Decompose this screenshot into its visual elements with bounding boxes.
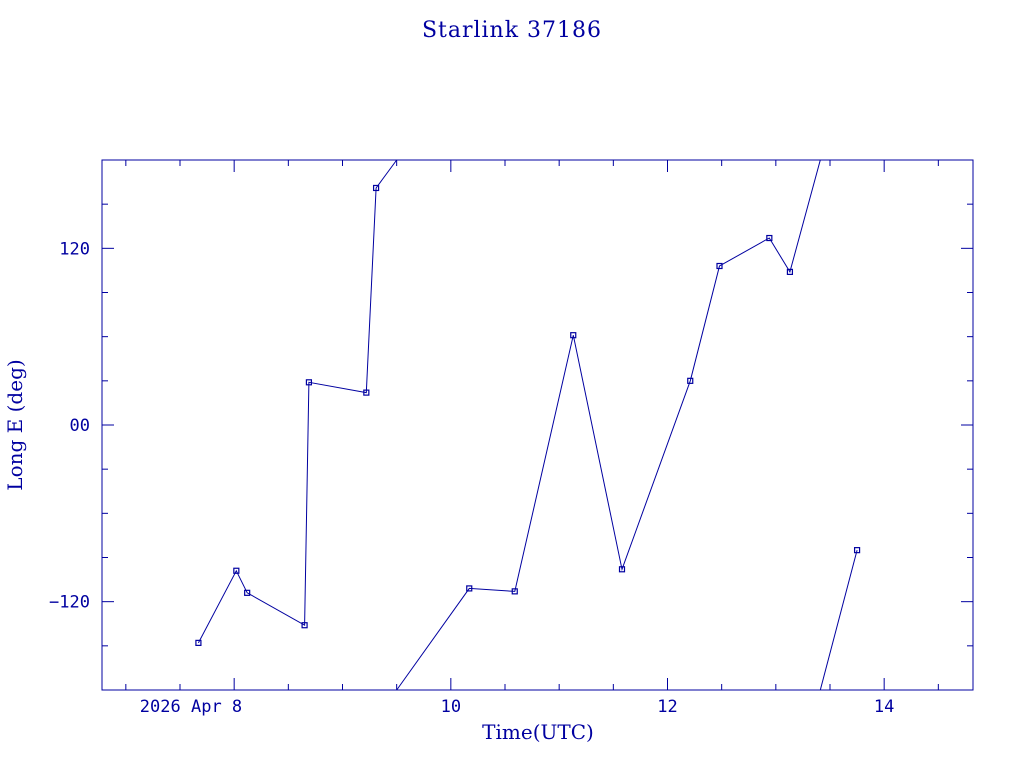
- y-tick-label: 120: [59, 239, 90, 259]
- x-tick-label: 14: [874, 697, 894, 717]
- data-point-marker: [363, 389, 370, 396]
- data-point-marker: [570, 332, 577, 339]
- series-line-3: [819, 549, 858, 691]
- x-tick-label: 10: [441, 697, 461, 717]
- data-point-marker: [786, 268, 794, 275]
- data-point-marker: [372, 184, 380, 192]
- tick-labels: 2026 Apr 8 10 12 14 120 00 −120: [49, 239, 894, 717]
- series-line-2: [396, 159, 821, 691]
- data-point-marker: [687, 377, 694, 384]
- data-point-marker: [195, 639, 202, 646]
- series-lines: [197, 159, 858, 691]
- chart-title: Starlink 37186: [422, 18, 602, 43]
- x-tick-label: 12: [657, 697, 677, 717]
- data-point-marker: [244, 589, 251, 596]
- series-line-1: [197, 159, 398, 644]
- data-point-marker: [511, 588, 518, 595]
- data-point-marker: [853, 547, 861, 554]
- data-point-marker: [305, 379, 313, 386]
- y-tick-label: 00: [70, 416, 90, 436]
- data-point-marker: [766, 234, 773, 242]
- plot-frame: [101, 159, 974, 691]
- y-tick-label: −120: [49, 593, 90, 613]
- axis-ticks: [102, 159, 973, 691]
- data-point-marker: [466, 585, 473, 592]
- data-point-marker: [301, 622, 308, 629]
- data-point-marker: [233, 567, 240, 574]
- data-point-marker: [716, 262, 723, 270]
- x-axis-label: Time(UTC): [482, 720, 594, 744]
- x-tick-label: 2026 Apr 8: [140, 697, 242, 717]
- data-markers: [195, 184, 861, 646]
- y-axis-label: Long E (deg): [3, 359, 27, 490]
- data-point-marker: [618, 566, 626, 573]
